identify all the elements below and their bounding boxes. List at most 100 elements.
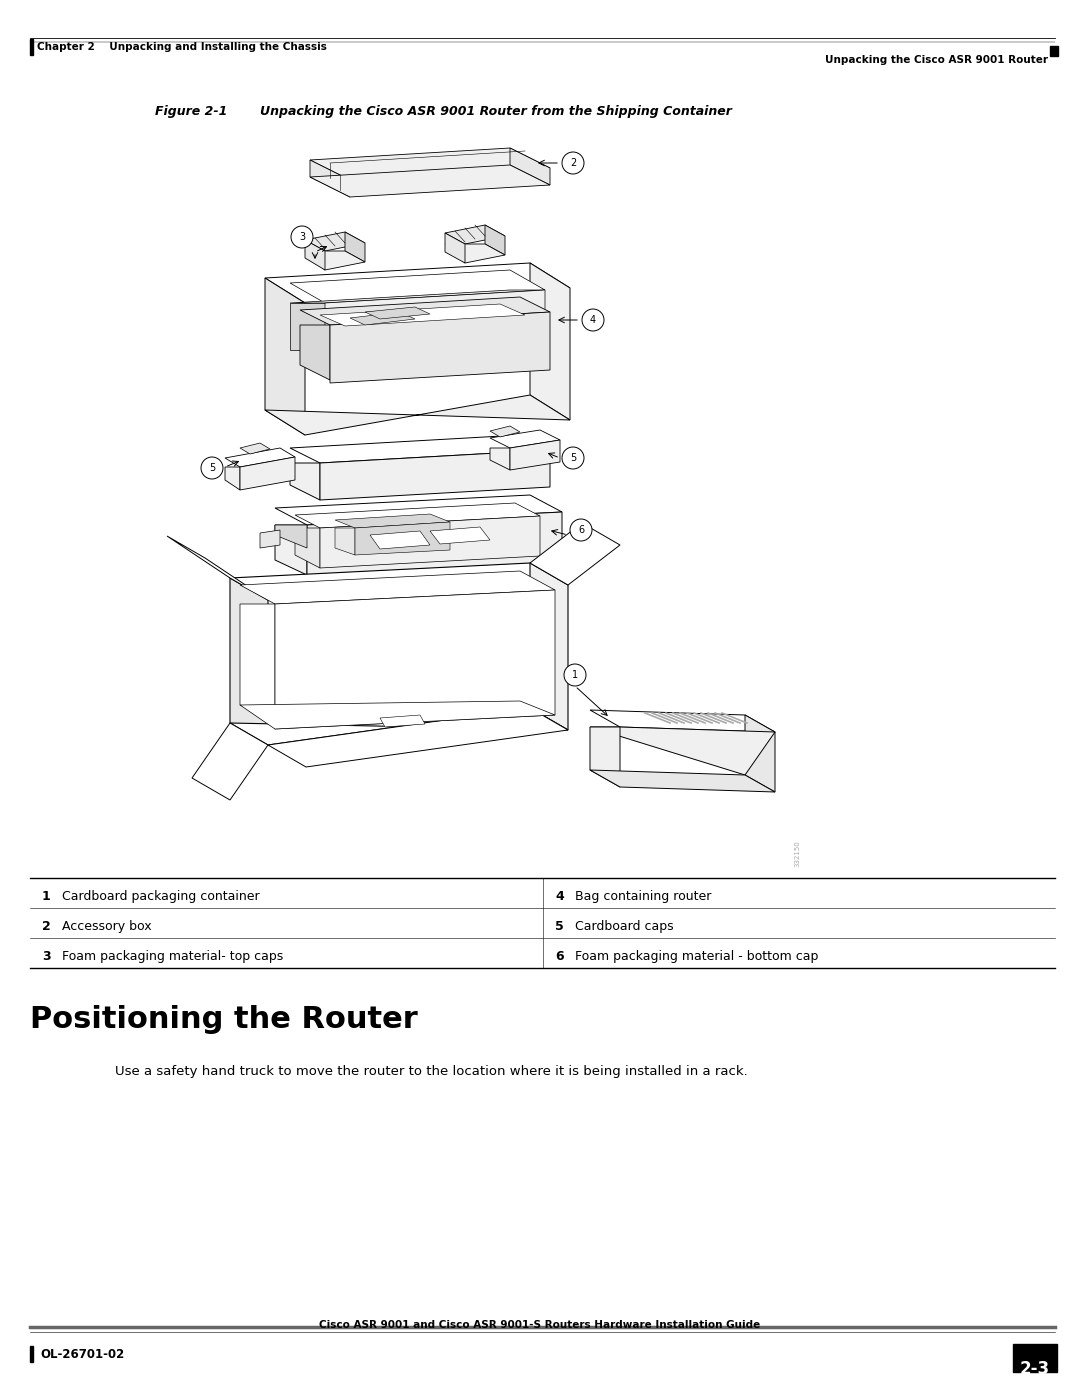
Bar — [1013, 1344, 1057, 1372]
Polygon shape — [590, 726, 775, 775]
Polygon shape — [345, 232, 365, 263]
Polygon shape — [275, 525, 307, 548]
Polygon shape — [445, 225, 505, 244]
Text: 4: 4 — [590, 314, 596, 326]
Polygon shape — [305, 232, 365, 251]
Polygon shape — [310, 161, 350, 197]
Polygon shape — [291, 270, 545, 303]
Polygon shape — [265, 263, 570, 303]
Polygon shape — [590, 726, 620, 787]
Polygon shape — [268, 708, 568, 767]
Polygon shape — [590, 710, 775, 732]
Text: 5: 5 — [555, 921, 564, 933]
Polygon shape — [192, 724, 268, 800]
Circle shape — [582, 309, 604, 331]
Polygon shape — [240, 701, 555, 729]
Text: 1: 1 — [572, 671, 578, 680]
Text: Accessory box: Accessory box — [62, 921, 151, 933]
Polygon shape — [307, 511, 562, 576]
Polygon shape — [230, 708, 568, 745]
Polygon shape — [530, 563, 568, 731]
Text: 3: 3 — [299, 232, 305, 242]
Polygon shape — [430, 527, 490, 543]
Text: Bag containing router: Bag containing router — [575, 890, 712, 902]
Text: 2: 2 — [42, 921, 51, 933]
Polygon shape — [310, 148, 550, 180]
Polygon shape — [380, 715, 426, 726]
Polygon shape — [240, 604, 275, 719]
Polygon shape — [365, 307, 430, 319]
Circle shape — [564, 664, 586, 686]
Polygon shape — [240, 443, 270, 454]
Polygon shape — [485, 225, 505, 256]
Text: Positioning the Router: Positioning the Router — [30, 1004, 418, 1034]
Polygon shape — [225, 448, 295, 467]
Polygon shape — [745, 715, 775, 792]
Polygon shape — [310, 165, 550, 197]
Circle shape — [570, 520, 592, 541]
Polygon shape — [320, 450, 550, 500]
Text: Chapter 2    Unpacking and Installing the Chassis: Chapter 2 Unpacking and Installing the C… — [37, 42, 327, 52]
Polygon shape — [291, 303, 325, 351]
Polygon shape — [265, 278, 305, 434]
Circle shape — [562, 447, 584, 469]
Polygon shape — [490, 448, 510, 469]
Polygon shape — [530, 522, 620, 585]
Polygon shape — [320, 305, 525, 326]
Text: 6: 6 — [578, 525, 584, 535]
Polygon shape — [445, 233, 465, 263]
Circle shape — [201, 457, 222, 479]
Polygon shape — [370, 531, 430, 549]
Text: 5: 5 — [570, 453, 576, 462]
Polygon shape — [330, 312, 550, 383]
Polygon shape — [490, 430, 561, 448]
Polygon shape — [295, 528, 320, 569]
Text: Figure 2-1: Figure 2-1 — [156, 105, 228, 117]
Polygon shape — [167, 536, 268, 599]
Polygon shape — [291, 462, 320, 500]
Polygon shape — [305, 240, 325, 270]
Text: 5: 5 — [208, 462, 215, 474]
Text: Cardboard caps: Cardboard caps — [575, 921, 674, 933]
Text: 1: 1 — [42, 890, 51, 902]
Polygon shape — [335, 514, 450, 528]
Text: 4: 4 — [555, 890, 564, 902]
Polygon shape — [590, 770, 775, 792]
Polygon shape — [355, 522, 450, 555]
Polygon shape — [300, 298, 550, 326]
Circle shape — [291, 226, 313, 249]
Text: 2: 2 — [570, 158, 576, 168]
Polygon shape — [291, 291, 545, 303]
Text: 332150: 332150 — [794, 840, 800, 866]
Polygon shape — [305, 251, 365, 270]
Bar — [1050, 46, 1058, 56]
Polygon shape — [275, 590, 555, 729]
Polygon shape — [275, 525, 307, 576]
Polygon shape — [275, 495, 562, 525]
Text: 3: 3 — [42, 950, 51, 963]
Polygon shape — [510, 440, 561, 469]
Polygon shape — [300, 326, 330, 380]
Polygon shape — [335, 528, 355, 555]
Text: Cisco ASR 9001 and Cisco ASR 9001-S Routers Hardware Installation Guide: Cisco ASR 9001 and Cisco ASR 9001-S Rout… — [320, 1320, 760, 1330]
Text: Foam packaging material - bottom cap: Foam packaging material - bottom cap — [575, 950, 819, 963]
Polygon shape — [225, 467, 240, 490]
Polygon shape — [291, 434, 550, 462]
Polygon shape — [230, 578, 268, 745]
Text: 2-3: 2-3 — [1020, 1361, 1050, 1377]
Text: Foam packaging material- top caps: Foam packaging material- top caps — [62, 950, 283, 963]
Text: Cardboard packaging container: Cardboard packaging container — [62, 890, 259, 902]
Text: 6: 6 — [555, 950, 564, 963]
Polygon shape — [240, 571, 555, 604]
Text: Unpacking the Cisco ASR 9001 Router: Unpacking the Cisco ASR 9001 Router — [825, 54, 1048, 66]
Polygon shape — [350, 312, 415, 326]
Text: Unpacking the Cisco ASR 9001 Router from the Shipping Container: Unpacking the Cisco ASR 9001 Router from… — [260, 105, 732, 117]
Polygon shape — [240, 457, 295, 490]
Polygon shape — [265, 395, 570, 434]
Polygon shape — [490, 426, 519, 437]
Polygon shape — [260, 529, 280, 548]
Polygon shape — [325, 291, 545, 351]
Text: OL-26701-02: OL-26701-02 — [40, 1348, 124, 1361]
Circle shape — [562, 152, 584, 175]
Bar — [30, 1345, 33, 1362]
